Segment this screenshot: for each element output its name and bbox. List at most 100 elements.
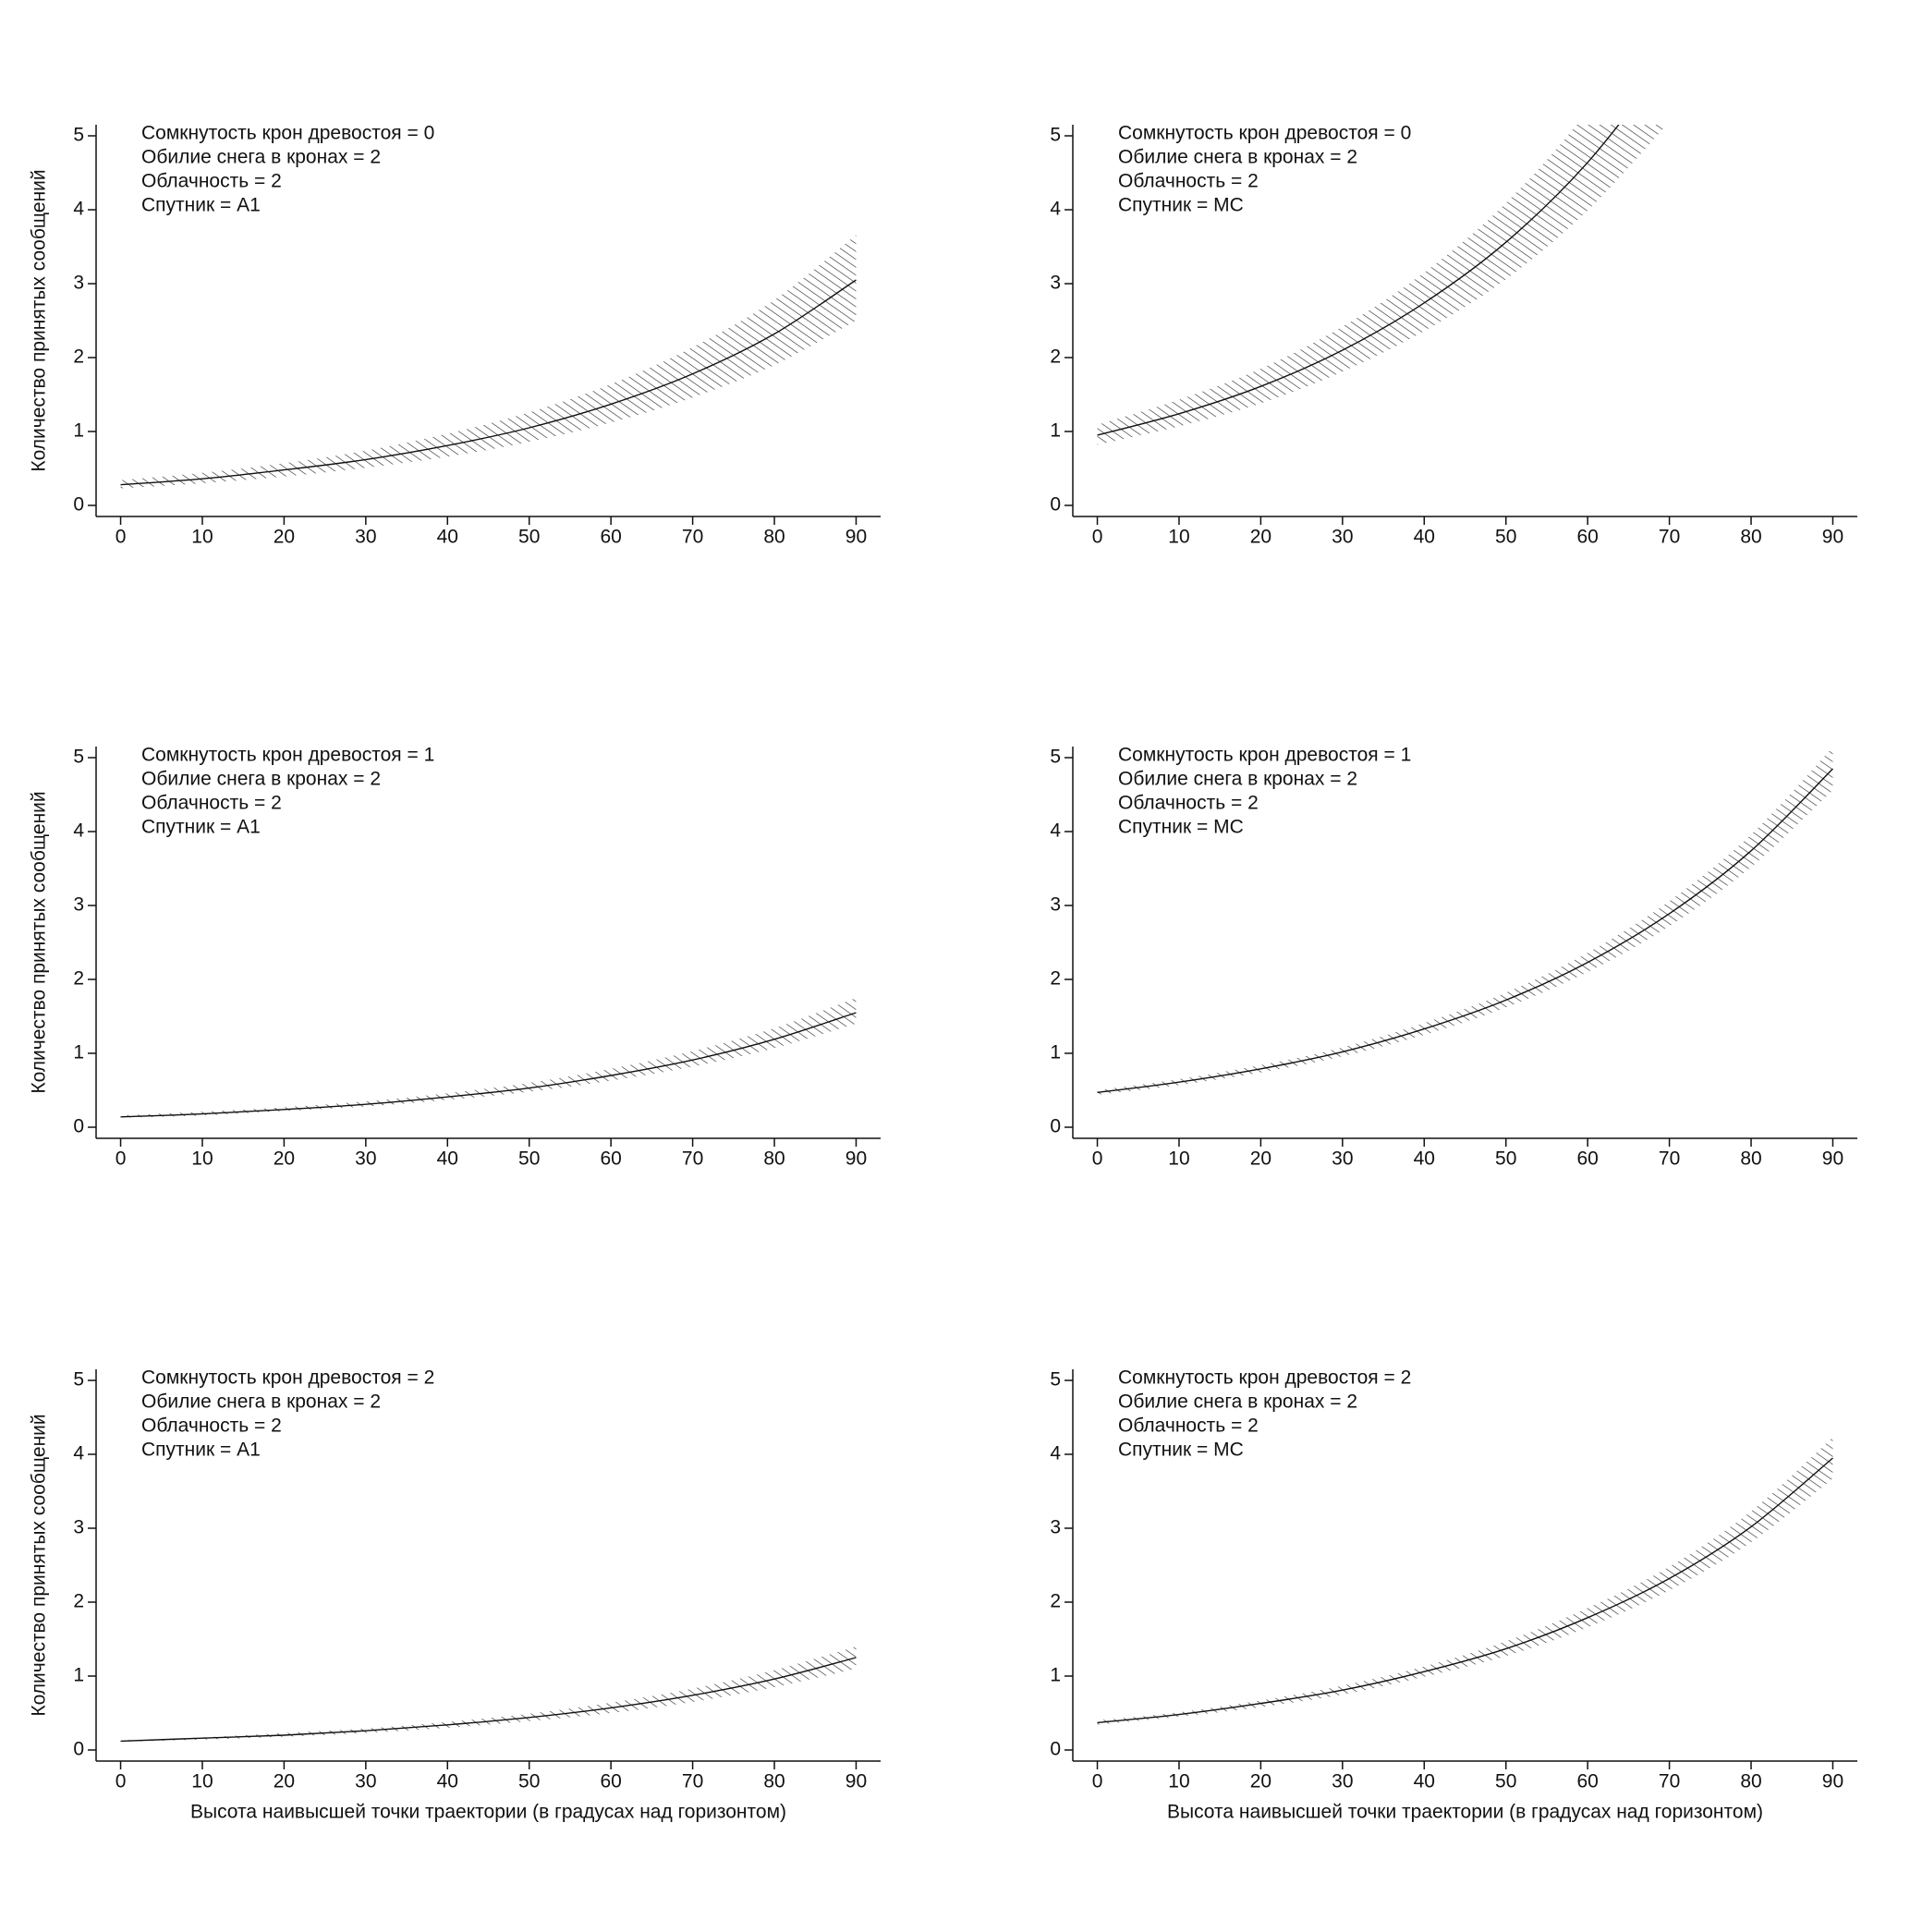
x-tick-label: 40 <box>437 1148 458 1170</box>
annotation: Обилие снега в кронах = 2 <box>1118 769 1357 790</box>
annotation: Облачность = 2 <box>1118 793 1259 814</box>
x-tick-label: 90 <box>1822 1771 1843 1792</box>
x-tick-label: 80 <box>1740 1148 1761 1170</box>
x-tick-label: 80 <box>763 1148 785 1170</box>
y-tick-label: 1 <box>73 1042 84 1063</box>
y-tick-label: 0 <box>1050 1116 1061 1137</box>
annotation: Сомкнутость крон древостоя = 2 <box>1118 1367 1411 1389</box>
annotation: Облачность = 2 <box>1118 171 1259 192</box>
annotation: Спутник = МС <box>1118 1440 1244 1461</box>
annotation: Спутник = МС <box>1118 817 1244 838</box>
annotation: Спутник = МС <box>1118 195 1244 216</box>
mean-line <box>120 279 857 486</box>
x-tick-label: 10 <box>1168 1148 1189 1170</box>
y-tick-label: 5 <box>1050 747 1061 768</box>
y-tick-label: 4 <box>1050 199 1061 220</box>
mean-line <box>1097 1457 1833 1724</box>
annotation: Спутник = А1 <box>141 195 261 216</box>
annotation: Обилие снега в кронах = 2 <box>1118 1391 1357 1413</box>
y-tick-label: 0 <box>1050 494 1061 516</box>
y-tick-label: 2 <box>73 346 84 368</box>
x-tick-label: 20 <box>1250 527 1271 548</box>
x-tick-label: 90 <box>846 527 867 548</box>
x-tick-label: 20 <box>274 1771 295 1792</box>
x-tick-label: 90 <box>1822 527 1843 548</box>
x-tick-label: 90 <box>846 1148 867 1170</box>
confidence-band <box>120 1646 857 1743</box>
y-tick-label: 4 <box>73 820 84 842</box>
x-tick-label: 80 <box>763 527 785 548</box>
annotation: Сомкнутость крон древостоя = 0 <box>141 123 434 144</box>
y-tick-label: 2 <box>1050 1591 1061 1612</box>
x-tick-label: 70 <box>682 1148 703 1170</box>
y-tick-label: 5 <box>1050 1369 1061 1391</box>
confidence-band <box>120 235 857 489</box>
x-tick-label: 40 <box>1414 1771 1435 1792</box>
x-tick-label: 60 <box>1576 1771 1598 1792</box>
annotation: Облачность = 2 <box>141 1416 282 1437</box>
x-tick-label: 60 <box>600 527 621 548</box>
y-tick-label: 4 <box>1050 1443 1061 1464</box>
x-tick-label: 50 <box>518 527 540 548</box>
annotation: Облачность = 2 <box>141 171 282 192</box>
x-tick-label: 80 <box>763 1771 785 1792</box>
annotation: Сомкнутость крон древостоя = 0 <box>1118 123 1411 144</box>
y-tick-label: 5 <box>73 1369 84 1391</box>
confidence-band <box>1097 125 1667 445</box>
annotation: Обилие снега в кронах = 2 <box>141 147 381 168</box>
x-tick-label: 20 <box>1250 1771 1271 1792</box>
x-tick-label: 0 <box>1092 1148 1103 1170</box>
y-tick-label: 3 <box>1050 273 1061 294</box>
y-tick-label: 3 <box>1050 894 1061 916</box>
annotation: Спутник = А1 <box>141 817 261 838</box>
x-tick-label: 10 <box>1168 1771 1189 1792</box>
x-tick-label: 50 <box>518 1148 540 1170</box>
x-tick-label: 0 <box>116 1771 127 1792</box>
x-tick-label: 40 <box>437 1771 458 1792</box>
annotation: Сомкнутость крон древостоя = 1 <box>1118 745 1411 766</box>
y-tick-label: 4 <box>73 199 84 220</box>
x-tick-label: 50 <box>1495 527 1516 548</box>
x-tick-label: 30 <box>1332 1771 1353 1792</box>
x-tick-label: 30 <box>355 1771 376 1792</box>
y-tick-label: 3 <box>73 1517 84 1538</box>
y-tick-label: 0 <box>73 1116 84 1137</box>
y-tick-label: 3 <box>73 894 84 916</box>
x-tick-label: 0 <box>116 527 127 548</box>
y-tick-label: 4 <box>1050 820 1061 842</box>
y-tick-label: 1 <box>1050 1665 1061 1686</box>
x-tick-label: 30 <box>1332 527 1353 548</box>
x-tick-label: 60 <box>1576 1148 1598 1170</box>
x-tick-label: 10 <box>1168 527 1189 548</box>
y-tick-label: 1 <box>1050 1042 1061 1063</box>
y-tick-label: 2 <box>73 1591 84 1612</box>
annotation: Сомкнутость крон древостоя = 1 <box>141 745 434 766</box>
x-tick-label: 70 <box>1659 1771 1680 1792</box>
mean-line <box>120 1012 857 1118</box>
annotation: Облачность = 2 <box>1118 1416 1259 1437</box>
y-tick-label: 2 <box>1050 346 1061 368</box>
y-tick-label: 3 <box>73 273 84 294</box>
mean-line <box>1097 768 1833 1094</box>
x-tick-label: 20 <box>274 527 295 548</box>
x-tick-label: 30 <box>355 527 376 548</box>
x-tick-label: 0 <box>1092 527 1103 548</box>
confidence-band <box>120 998 857 1118</box>
x-tick-label: 60 <box>1576 527 1598 548</box>
confidence-band <box>1097 1437 1833 1725</box>
y-axis-label: Количество принятых сообщений <box>29 169 50 471</box>
y-tick-label: 2 <box>73 968 84 990</box>
x-tick-label: 70 <box>682 527 703 548</box>
y-tick-label: 0 <box>73 1739 84 1760</box>
x-tick-label: 50 <box>518 1771 540 1792</box>
y-tick-label: 5 <box>73 747 84 768</box>
y-tick-label: 0 <box>1050 1739 1061 1760</box>
y-tick-label: 1 <box>73 420 84 442</box>
x-tick-label: 80 <box>1740 527 1761 548</box>
